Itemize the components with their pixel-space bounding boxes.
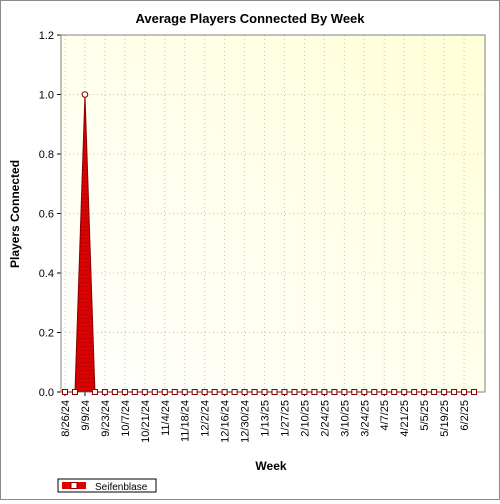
data-point (121, 389, 128, 395)
data-point (171, 389, 178, 395)
data-point (81, 91, 89, 98)
data-point (341, 389, 348, 395)
data-point (461, 389, 468, 395)
data-point (62, 389, 68, 395)
x-tick-label: 4/21/25 (399, 400, 411, 437)
data-point (441, 389, 448, 395)
x-tick-label: 10/7/24 (120, 400, 132, 437)
x-tick-label: 2/10/25 (299, 400, 311, 437)
data-point (101, 389, 108, 395)
data-point (221, 389, 228, 395)
data-point (291, 389, 298, 395)
data-point (281, 389, 288, 395)
data-point (261, 389, 268, 395)
x-tick-label: 6/2/25 (459, 400, 471, 431)
x-tick-label: 12/16/24 (220, 400, 232, 443)
x-tick-label: 2/24/25 (319, 400, 331, 437)
x-axis-label: Week (255, 459, 286, 473)
data-point (201, 389, 208, 395)
x-tick-label: 3/10/25 (339, 400, 351, 437)
y-tick-label: 1.2 (39, 30, 54, 42)
legend-marker (70, 482, 78, 489)
data-point (111, 389, 118, 395)
data-point (321, 389, 328, 395)
x-tick-label: 5/19/25 (439, 400, 451, 437)
data-point (251, 389, 258, 395)
data-point (241, 389, 248, 395)
data-point (421, 389, 428, 395)
y-tick-label: 0.0 (39, 387, 54, 399)
x-tick-label: 1/13/25 (260, 400, 272, 437)
data-point (211, 389, 218, 395)
y-tick-label: 0.4 (39, 268, 54, 280)
x-tick-label: 5/5/25 (419, 400, 431, 431)
x-tick-label: 10/21/24 (140, 400, 152, 443)
x-tick-label: 12/2/24 (200, 400, 212, 437)
data-point (141, 389, 148, 395)
data-point (351, 389, 358, 395)
data-point (391, 389, 398, 395)
data-point (331, 389, 338, 395)
data-point (361, 389, 368, 395)
x-tick-label: 11/4/24 (160, 400, 172, 436)
y-tick-label: 1.0 (39, 90, 54, 102)
data-point (271, 389, 278, 395)
data-point (301, 389, 308, 395)
y-tick-label: 0.6 (39, 209, 54, 221)
data-point (411, 389, 418, 395)
data-point (161, 389, 168, 395)
legend: Seifenblase (57, 478, 157, 493)
data-point (131, 389, 138, 395)
data-point (181, 389, 188, 395)
data-point (151, 389, 158, 395)
data-point (381, 389, 388, 395)
x-tick-label: 12/30/24 (240, 400, 252, 443)
data-point (311, 389, 318, 395)
x-tick-label: 9/23/24 (100, 400, 112, 437)
data-point (431, 389, 438, 395)
y-axis-label: Players Connected (8, 160, 22, 268)
chart-title: Average Players Connected By Week (135, 11, 365, 26)
x-tick-label: 4/7/25 (379, 400, 391, 431)
data-point (401, 389, 408, 395)
data-point (451, 389, 458, 395)
data-point (471, 389, 478, 395)
data-point (91, 389, 98, 395)
data-point (71, 389, 78, 395)
y-tick-label: 0.8 (39, 149, 54, 161)
x-tick-label: 11/18/24 (180, 400, 192, 442)
data-point (231, 389, 238, 395)
x-tick-label: 8/26/24 (60, 400, 72, 437)
y-tick-label: 0.2 (39, 328, 54, 340)
data-point (371, 389, 378, 395)
x-tick-label: 1/27/25 (279, 400, 291, 437)
legend-entry-label: Seifenblase (95, 482, 148, 493)
data-point (191, 389, 198, 395)
x-tick-label: 9/9/24 (80, 400, 92, 431)
x-tick-label: 3/24/25 (359, 400, 371, 437)
